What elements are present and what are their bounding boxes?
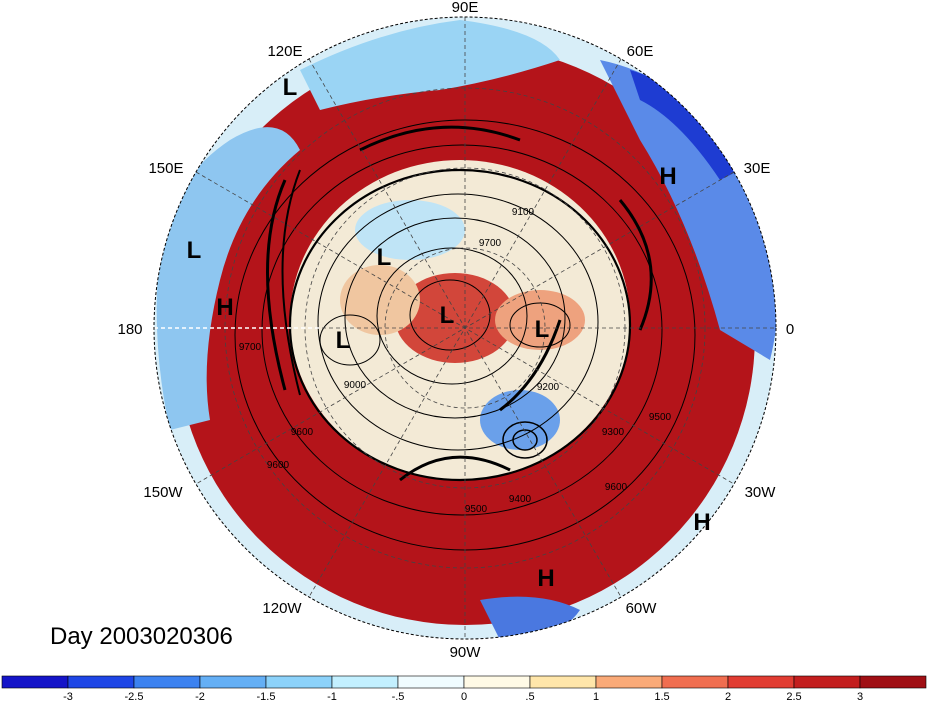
lon-label-60e: 60E <box>627 43 654 60</box>
colorbar-tick-label: 2 <box>725 691 731 702</box>
cool-region-east-deep <box>630 70 740 180</box>
contour-label: 9200 <box>537 382 560 393</box>
inner-cool-patch-2 <box>480 390 560 450</box>
lon-label-0: 0 <box>786 321 794 338</box>
pressure-center-low: L <box>535 316 550 343</box>
disk-border <box>153 16 777 640</box>
colorbar-swatch <box>859 675 927 689</box>
colorbar-swatch <box>397 675 465 689</box>
contour-low-west <box>319 314 381 366</box>
cool-region-west <box>156 127 300 430</box>
colorbar-swatch <box>529 675 597 689</box>
inner-cool-patch <box>355 200 465 260</box>
lon-label-120e: 120E <box>267 43 302 60</box>
lon-label-90e: 90E <box>452 0 479 16</box>
colorbar-tick-label: -2.5 <box>125 691 144 702</box>
colorbar-tick-label: 2.5 <box>786 691 801 702</box>
contour-4 <box>317 193 599 451</box>
colorbar: -3 -2.5 -2 -1.5 -1 -.5 0 .5 1 1.5 2 2.5 3 <box>1 675 927 702</box>
contour-7 <box>409 279 491 351</box>
colorbar-tick-label: 1 <box>593 691 599 702</box>
latitude-circle-3 <box>384 247 546 409</box>
contour-label: 9100 <box>512 207 535 218</box>
colorbar-swatch <box>727 675 795 689</box>
pressure-center-low: L <box>377 244 392 271</box>
pressure-center-high: H <box>216 294 233 321</box>
contour-low-east <box>509 302 571 348</box>
inner-warm-patch <box>395 273 515 363</box>
contour-6 <box>376 247 528 385</box>
day-label: Day 2003020306 <box>50 623 233 650</box>
pressure-center-low: L <box>283 74 298 101</box>
contour-low-south-2 <box>512 429 538 451</box>
colorbar-tick-label: -3 <box>63 691 73 702</box>
colorbar-swatch <box>661 675 729 689</box>
jet-streak-east <box>618 199 653 331</box>
jet-streak-west <box>266 179 287 391</box>
lon-label-120w: 120W <box>262 600 302 617</box>
cool-region-north <box>300 20 560 110</box>
contour-label: 9500 <box>465 504 488 515</box>
pressure-center-high: H <box>659 163 676 190</box>
cool-region-east <box>600 60 776 360</box>
contour-5 <box>344 217 566 419</box>
colorbar-tick-label: .5 <box>525 691 534 702</box>
colorbar-tick-label: 1.5 <box>654 691 669 702</box>
colorbar-tick-label: -2 <box>195 691 205 702</box>
pressure-center-high: H <box>537 565 554 592</box>
lon-label-90w: 90W <box>450 644 482 661</box>
colorbar-swatch <box>793 675 861 689</box>
pressure-center-low: L <box>336 327 351 354</box>
colorbar-swatch <box>199 675 267 689</box>
pressure-center-high: H <box>693 509 710 536</box>
colorbar-swatch <box>1 675 69 689</box>
colorbar-tick-label: -.5 <box>392 691 405 702</box>
jet-streak-south <box>399 455 511 482</box>
pressure-center-low: L <box>187 237 202 264</box>
contour-label: 9000 <box>344 380 367 391</box>
colorbar-swatch <box>463 675 531 689</box>
contour-low-south <box>502 421 548 459</box>
inner-warm-patch-3 <box>340 265 420 335</box>
meridian-150 <box>195 171 735 485</box>
colorbar-swatch <box>331 675 399 689</box>
jet-streak-north <box>359 125 521 152</box>
lon-label-150e: 150E <box>148 160 183 177</box>
graticule <box>154 17 776 639</box>
contour-label: 9600 <box>267 460 290 471</box>
contour-label: 9700 <box>239 342 262 353</box>
contour-label: 9400 <box>509 494 532 505</box>
contour-label: 9300 <box>602 427 625 438</box>
colorbar-swatch <box>595 675 663 689</box>
pressure-center-low: L <box>440 302 455 329</box>
contour-label: 9700 <box>479 238 502 249</box>
contour-label: 9500 <box>649 412 672 423</box>
colorbar-tick-label: 3 <box>857 691 863 702</box>
lon-label-30e: 30E <box>744 160 771 177</box>
lon-label-60w: 60W <box>626 600 658 617</box>
anomaly-shading <box>154 17 776 639</box>
lon-label-180: 180 <box>117 321 142 338</box>
colorbar-swatch <box>67 675 135 689</box>
colorbar-tick-label: 0 <box>461 691 467 702</box>
contour-3 <box>288 168 632 482</box>
contour-label: 9600 <box>605 482 628 493</box>
jet-streak-east-2 <box>499 319 562 412</box>
colorbar-tick-label: -1 <box>327 691 337 702</box>
colorbar-swatch <box>133 675 201 689</box>
lon-label-30w: 30W <box>745 484 777 501</box>
contour-2 <box>261 144 663 516</box>
lon-label-150w: 150W <box>143 484 183 501</box>
colorbar-swatch <box>265 675 333 689</box>
contour-label: 9600 <box>291 427 314 438</box>
colorbar-tick-label: -1.5 <box>257 691 276 702</box>
inner-warm-patch-2 <box>495 290 585 350</box>
jet-streak-west-2 <box>281 169 301 396</box>
